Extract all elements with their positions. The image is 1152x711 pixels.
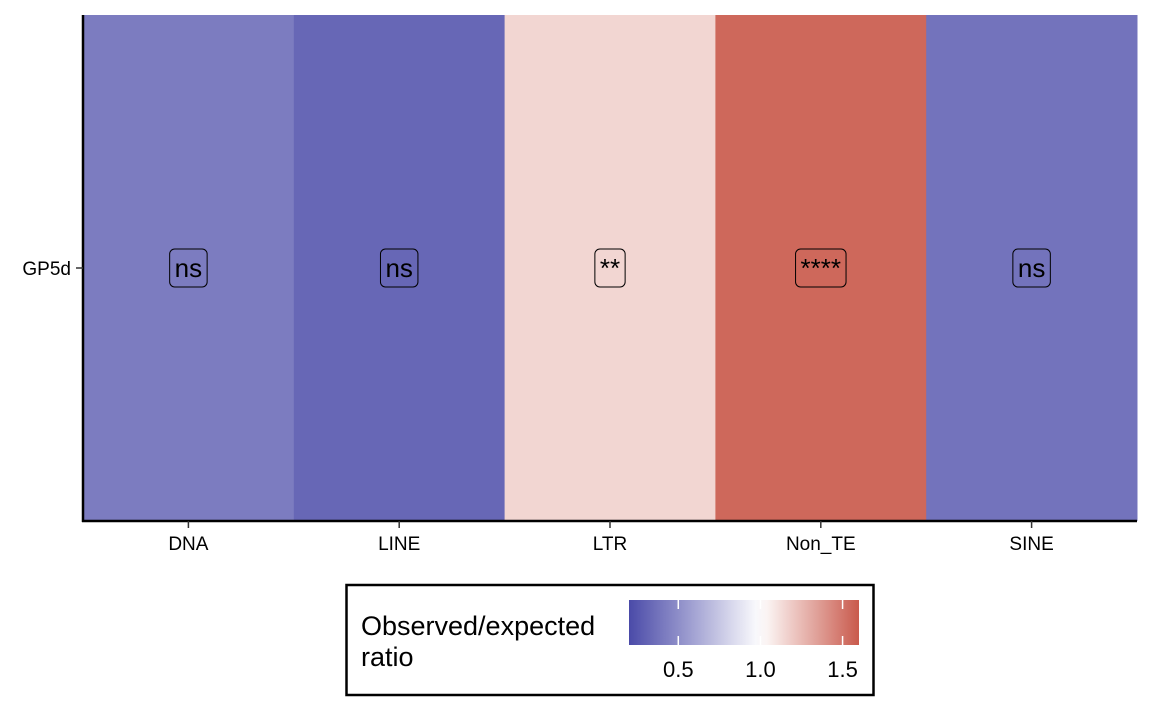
cell-label-dna: ns: [169, 248, 208, 288]
cell-label-box: [379, 248, 419, 288]
x-tick-label-line: LINE: [378, 534, 420, 555]
x-tick-label-ltr: LTR: [593, 534, 627, 555]
cell-label-text: ns: [385, 253, 412, 283]
axes: DNA LINE LTR Non_TE SINE GP5d: [22, 15, 1137, 555]
cell-label-line: ns: [379, 248, 419, 288]
x-tick-label-non_te: Non_TE: [786, 534, 856, 555]
cell-label-text: ns: [1018, 253, 1045, 283]
cell-label-ltr: **: [594, 248, 626, 288]
cell-label-box: [1012, 248, 1051, 288]
legend-tick-label: 1.0: [745, 657, 776, 682]
cell-label-box: [169, 248, 208, 288]
legend-title: Observed/expected ratio: [361, 611, 595, 672]
legend-tick-label: 1.5: [827, 657, 858, 682]
cell-label-text: ns: [175, 253, 202, 283]
x-tick-label-dna: DNA: [168, 534, 208, 555]
legend: Observed/expected ratio 0.5 1.0 1.5: [345, 583, 875, 697]
legend-tick-label: 0.5: [663, 657, 694, 682]
cell-label-text: ****: [801, 253, 841, 283]
cell-label-text: **: [600, 253, 620, 283]
y-tick-label-gp5d: GP5d: [22, 259, 71, 280]
x-tick-label-sine: SINE: [1009, 534, 1053, 555]
cell-label-sine: ns: [1012, 248, 1051, 288]
cell-label-non_te: ****: [795, 248, 847, 288]
legend-colorbar: [629, 600, 859, 645]
heatmap-cells: ns ns ** **** ns: [83, 15, 1138, 521]
cell-label-box: [594, 248, 626, 288]
cell-label-box: [795, 248, 847, 288]
